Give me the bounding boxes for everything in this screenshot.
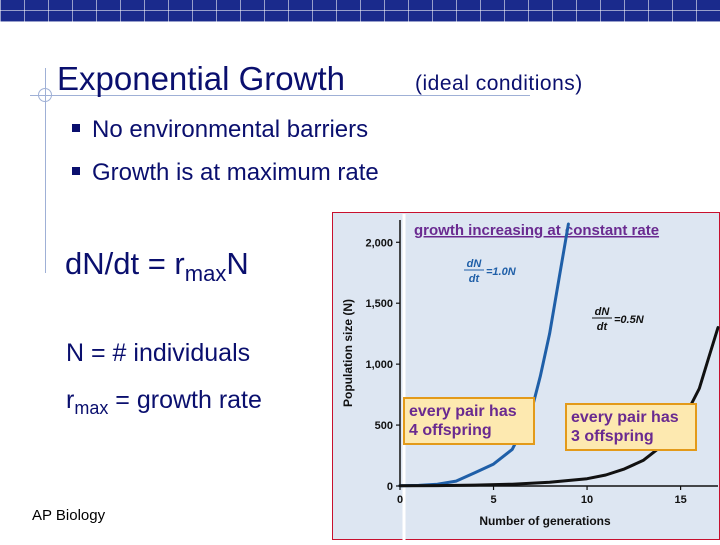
rate-label-denominator: dt — [469, 273, 481, 285]
y-axis-label: Population size (N) — [341, 299, 355, 407]
chart-title: growth increasing at constant rate — [414, 222, 659, 239]
x-tick-label: 10 — [581, 494, 593, 506]
formula-subscript: max — [184, 261, 227, 287]
x-tick-label: 15 — [674, 494, 686, 506]
definition-text: N = # individuals — [66, 339, 251, 367]
formula-part: N — [226, 246, 249, 281]
bullet-text: Growth is at maximum rate — [92, 159, 379, 186]
square-bullet-icon — [72, 123, 80, 132]
growth-chart-svg: growth increasing at constant rate Popul… — [331, 211, 720, 541]
formula-part: /dt = r — [104, 246, 185, 281]
chart-ticks: 0 500 1,000 1,500 2,000 0 5 10 15 — [365, 237, 686, 506]
rate-label-numerator: dN — [595, 306, 611, 318]
rate-label-value: =0.5N — [614, 314, 645, 326]
rate-label-denominator: dt — [597, 321, 609, 333]
growth-chart: growth increasing at constant rate Popul… — [331, 211, 720, 541]
definition-subscript: max — [74, 398, 109, 418]
definition-text: = growth rate — [108, 386, 262, 414]
offspring-callout-text: 3 offspring — [571, 428, 654, 445]
chart-series — [398, 222, 720, 488]
offspring-callout-text: 4 offspring — [409, 422, 492, 439]
bullet-text: No environmental barriers — [92, 116, 369, 143]
offspring-callout-text: every pair has — [571, 409, 679, 426]
bullet-item: No environmental barriers — [72, 116, 368, 144]
decorative-vertical-rule — [45, 68, 46, 273]
square-bullet-icon — [72, 166, 80, 175]
formula-part: N — [82, 246, 105, 281]
offspring-callout — [565, 403, 697, 451]
slide-title: Exponential Growth — [57, 60, 345, 97]
offspring-callout-text: every pair has — [409, 403, 517, 420]
decorative-title-rule — [30, 95, 530, 96]
rate-label-value: =1.0N — [486, 266, 517, 278]
growth-formula: dN/dt = rmaxN — [65, 246, 249, 287]
top-banner — [0, 0, 720, 22]
y-tick-label: 2,000 — [365, 237, 393, 249]
definition-text: r — [66, 386, 75, 414]
offspring-callout — [403, 397, 535, 445]
definition-rmax: rmax = growth rate — [66, 386, 262, 419]
banner-grid-pattern — [0, 0, 720, 22]
bullet-item: Growth is at maximum rate — [72, 159, 379, 187]
rate-label-numerator: dN — [467, 258, 483, 270]
y-tick-label: 500 — [375, 420, 393, 432]
formula-part: d — [65, 246, 83, 281]
y-tick-label: 1,500 — [365, 298, 393, 310]
slide-subtitle: (ideal conditions) — [415, 72, 583, 95]
y-tick-label: 0 — [387, 481, 393, 493]
x-tick-label: 5 — [490, 494, 496, 506]
x-tick-label: 0 — [397, 494, 403, 506]
crosshair-ornament — [38, 88, 52, 102]
footer-course-label: AP Biology — [32, 507, 106, 524]
definition-n: N = # individuals — [66, 339, 250, 372]
x-axis-label: Number of generations — [479, 514, 611, 528]
series-line-black — [398, 326, 720, 488]
y-tick-label: 1,000 — [365, 359, 393, 371]
